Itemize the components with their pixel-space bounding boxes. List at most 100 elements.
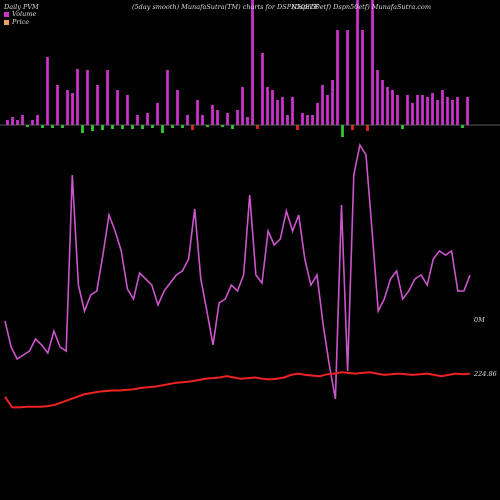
- volume-bar: [111, 125, 114, 129]
- volume-bar: [461, 125, 464, 128]
- volume-bar: [446, 97, 449, 125]
- volume-bar: [131, 125, 134, 129]
- volume-bar: [231, 125, 234, 129]
- volume-bar: [311, 115, 314, 125]
- volume-bar: [246, 117, 249, 125]
- volume-bar: [451, 100, 454, 125]
- volume-bar: [216, 110, 219, 125]
- volume-bar: [361, 30, 364, 125]
- volume-bar: [86, 70, 89, 125]
- volume-bar: [351, 125, 354, 130]
- volume-bar: [61, 125, 64, 128]
- volume-bar: [281, 97, 284, 125]
- volume-bar: [31, 120, 34, 125]
- volume-bar: [96, 85, 99, 125]
- legend-volume: Volume: [4, 10, 36, 18]
- legend-volume-label: Volume: [12, 10, 37, 18]
- volume-bar: [151, 125, 154, 128]
- volume-bar: [161, 125, 164, 133]
- volume-bar: [46, 57, 49, 125]
- volume-bar: [301, 113, 304, 125]
- volume-bar: [126, 95, 129, 125]
- volume-bar: [6, 120, 9, 125]
- volume-bar: [171, 125, 174, 128]
- volume-bar: [236, 110, 239, 125]
- site-label: (Dspn50etf) Dspn50etf) MunafaSutra.com: [292, 3, 432, 11]
- volume-bar: [371, 0, 374, 125]
- legend-price-swatch: [4, 19, 9, 25]
- legend-price: Price: [4, 18, 29, 26]
- volume-line: [4, 142, 471, 400]
- volume-bar: [431, 93, 434, 125]
- volume-bar: [196, 100, 199, 125]
- volume-bar: [386, 87, 389, 125]
- volume-bar: [41, 125, 44, 128]
- volume-bar: [266, 87, 269, 125]
- volume-bar: [331, 80, 334, 125]
- volume-bar: [66, 90, 69, 125]
- volume-bar: [206, 125, 209, 127]
- volume-bar: [176, 90, 179, 125]
- volume-bar: [326, 95, 329, 125]
- volume-bar: [141, 125, 144, 129]
- volume-bar: [21, 115, 24, 125]
- price-value-label: 224.86: [473, 370, 497, 378]
- volume-bar: [186, 115, 189, 125]
- volume-bars: [6, 0, 469, 137]
- volume-bar: [396, 95, 399, 125]
- volume-bar: [276, 100, 279, 125]
- volume-bar: [336, 30, 339, 125]
- volume-bar: [81, 125, 84, 133]
- volume-bar: [421, 95, 424, 125]
- volume-bar: [366, 125, 369, 131]
- volume-value-label: 0M: [474, 316, 485, 324]
- volume-bar: [136, 115, 139, 125]
- volume-bar: [146, 113, 149, 125]
- volume-bar: [286, 115, 289, 125]
- volume-bar: [441, 90, 444, 125]
- volume-bar: [91, 125, 94, 131]
- volume-bar: [226, 113, 229, 125]
- volume-bar: [221, 125, 224, 127]
- volume-bar: [181, 125, 184, 128]
- volume-bar: [26, 125, 29, 127]
- volume-bar: [166, 70, 169, 125]
- volume-bar: [36, 115, 39, 125]
- volume-bar: [56, 85, 59, 125]
- volume-bar: [241, 87, 244, 125]
- volume-bar: [436, 100, 439, 125]
- volume-bar: [211, 105, 214, 125]
- volume-bar: [106, 70, 109, 125]
- volume-bar: [381, 80, 384, 125]
- volume-bar: [321, 85, 324, 125]
- volume-bar: [356, 0, 359, 125]
- volume-bar: [456, 97, 459, 125]
- volume-bar: [406, 95, 409, 125]
- volume-bar: [51, 125, 54, 128]
- volume-bar: [316, 103, 319, 125]
- volume-bar: [296, 125, 299, 130]
- volume-bar: [271, 90, 274, 125]
- volume-bar: [16, 120, 19, 125]
- volume-bar: [416, 95, 419, 125]
- legend-price-label: Price: [12, 18, 30, 26]
- volume-bar: [291, 97, 294, 125]
- volume-bar: [76, 69, 79, 125]
- volume-bar: [156, 103, 159, 125]
- price-line: [4, 371, 471, 409]
- volume-bar: [201, 115, 204, 125]
- volume-bar: [101, 125, 104, 130]
- volume-bar: [346, 30, 349, 125]
- volume-bar: [121, 125, 124, 129]
- volume-bar: [191, 125, 194, 130]
- volume-bar: [411, 103, 414, 125]
- volume-bar: [116, 90, 119, 125]
- volume-bar: [341, 125, 344, 137]
- volume-bar: [391, 90, 394, 125]
- volume-bar: [71, 93, 74, 125]
- volume-bar: [401, 125, 404, 129]
- chart-type-label: Daily PVM: [4, 3, 39, 11]
- volume-bar: [306, 115, 309, 125]
- volume-bar: [261, 53, 264, 125]
